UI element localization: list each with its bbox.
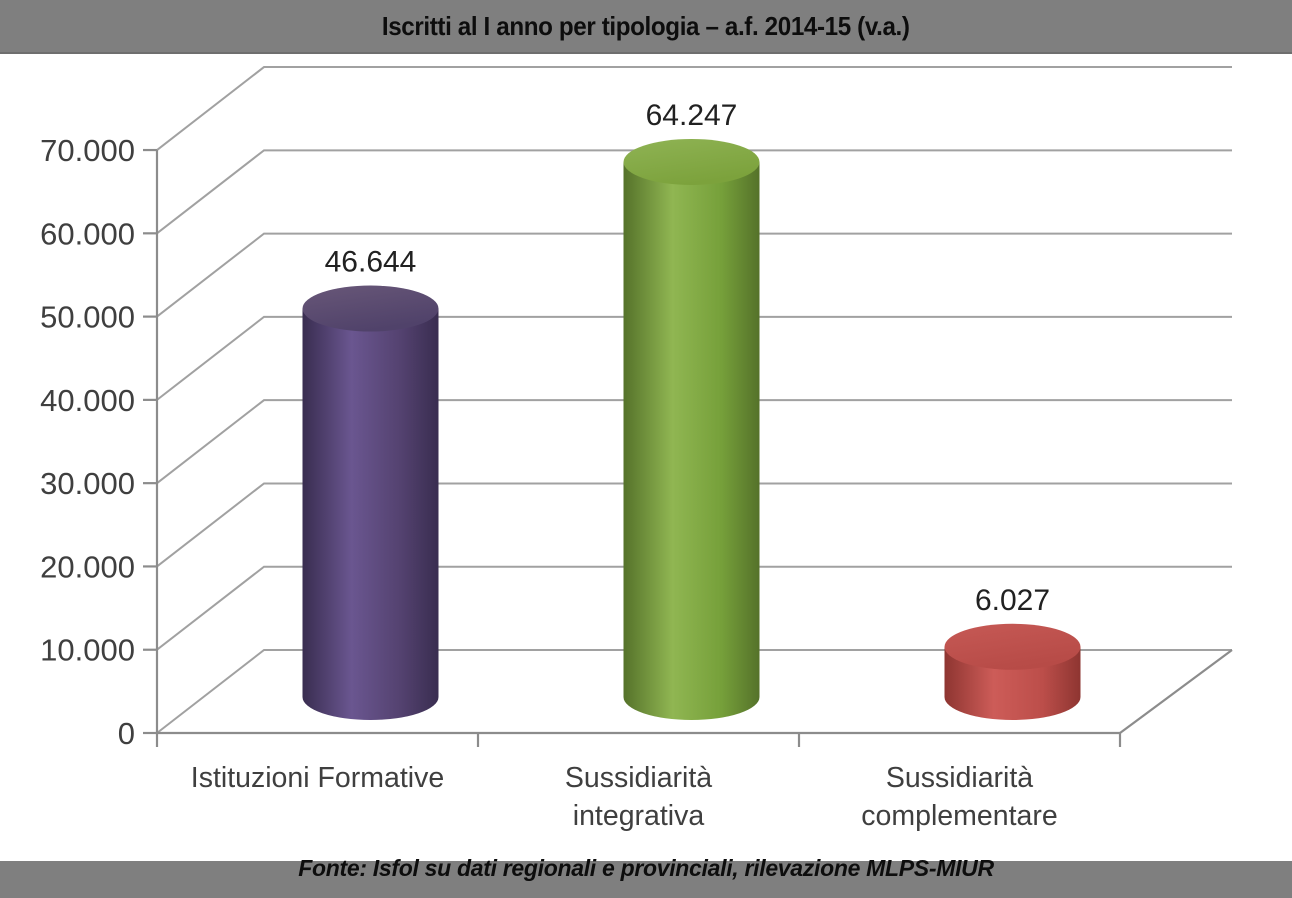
y-tick-label: 10.000 (40, 633, 135, 668)
cylinder-body (623, 161, 760, 720)
y-tick-label: 30.000 (40, 466, 135, 501)
y-tick-label: 60.000 (40, 216, 135, 251)
gridline (156, 482, 1232, 568)
gridline (156, 565, 1232, 651)
chart-title: Iscritti al I anno per tipologia – a.f. … (382, 10, 910, 41)
source-note: Fonte: Isfol su dati regionali e provinc… (298, 855, 994, 881)
gridline (156, 649, 1232, 734)
gridlines (156, 66, 1232, 734)
bar-cylinder-2 (623, 138, 760, 720)
cylinder-top (623, 138, 760, 185)
floor-right-edge (1119, 649, 1233, 734)
value-label: 64.247 (646, 99, 738, 132)
gridline (156, 399, 1232, 484)
category-labels: Istituzioni Formative Sussidiarità integra… (191, 762, 1058, 832)
axes-frame (143, 148, 1233, 747)
y-tick-label: 0 (118, 716, 135, 751)
cylinder-top (944, 623, 1081, 670)
title-band: Iscritti al I anno per tipologia – a.f. … (0, 0, 1292, 54)
cylinder-top (302, 285, 439, 332)
gridline (156, 149, 1232, 235)
gridline (156, 232, 1232, 318)
value-label: 6.027 (975, 584, 1050, 617)
cylinder-body (302, 308, 439, 720)
y-tick-label: 20.000 (40, 549, 135, 584)
y-tick-label: 40.000 (40, 383, 135, 418)
value-labels: 46.644 64.247 6.027 (325, 99, 1050, 617)
y-tick-label: 70.000 (40, 133, 135, 168)
value-label: 46.644 (325, 246, 417, 279)
y-tick-label: 50.000 (40, 300, 135, 335)
bar-cylinder-1 (302, 285, 439, 720)
category-label: Istituzioni Formative (191, 762, 444, 794)
footer-band (0, 861, 1292, 898)
gridline (156, 315, 1232, 401)
bar-cylinder-3 (944, 623, 1081, 720)
category-label: Sussidiarità integrativa (565, 762, 712, 832)
y-axis-labels: 0 10.000 20.000 30.000 40.000 50.000 60.000 70.… (40, 133, 135, 751)
category-label: Sussidiarità complementare (861, 762, 1057, 832)
gridline (156, 66, 1232, 151)
